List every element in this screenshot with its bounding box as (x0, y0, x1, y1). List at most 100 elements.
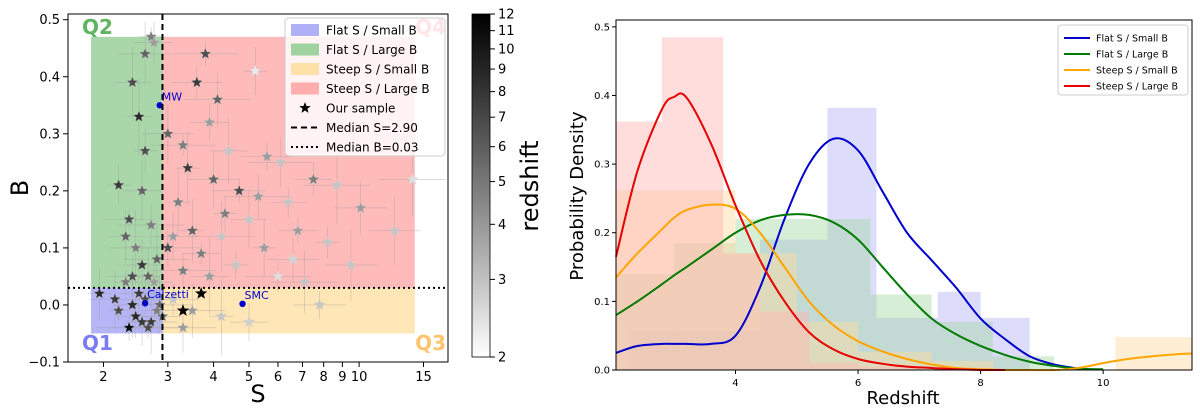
legend-right: Flat S / Small B Flat S / Large B Steep S … (1057, 24, 1189, 96)
y-tick-label: 0.4 (39, 70, 60, 85)
kde-line-flat-s-small-b (615, 137, 1079, 370)
scatter-point (176, 138, 190, 151)
reference-point-smc (239, 300, 246, 308)
colorbar (471, 13, 491, 358)
y-tick-label: 0.1 (39, 241, 60, 256)
scatter-point (298, 275, 311, 288)
scatter-point (145, 218, 158, 231)
histogram-bar (992, 356, 1055, 370)
scatter-point (161, 127, 174, 140)
legend-label: Steep S / Small B (326, 63, 429, 77)
x-tick-label-right: 4 (732, 378, 738, 389)
scatter-point (330, 178, 344, 191)
y-tick-label-right: 0.5 (594, 22, 610, 33)
histogram-bar (616, 273, 675, 370)
scatter-point (258, 241, 271, 254)
scatter-point (181, 161, 194, 174)
scatter-point (119, 275, 132, 288)
reference-label-mw: MW (162, 90, 182, 103)
histogram-bar (809, 363, 859, 370)
scatter-point (132, 110, 146, 122)
reference-curves: MW Calzetti SMC (141, 90, 269, 308)
legend-label-right: Flat S / Small B (1096, 34, 1168, 45)
histogram-bar (796, 219, 871, 370)
y-tick-label: 0.0 (39, 298, 60, 313)
legend-box (284, 17, 446, 157)
reference-point-calzetti (141, 300, 149, 307)
scatter-point (233, 184, 246, 197)
scatter-point (406, 173, 419, 185)
scatter-point (344, 258, 358, 271)
scatter-point (145, 30, 158, 43)
colorbar-tick-label: 10 (498, 42, 515, 57)
y-tick-label-right: 0.0 (594, 366, 610, 377)
x-tick-label-right: 6 (855, 378, 861, 389)
median-lines (68, 14, 448, 362)
scatter-point (166, 292, 180, 305)
legend-star (299, 102, 311, 113)
scatter-point (190, 76, 203, 88)
histogram-bar (735, 219, 797, 370)
scatter-point (229, 258, 242, 271)
histogram-bar (616, 121, 662, 370)
scatter-point (203, 115, 216, 128)
legend-label: Our sample (326, 102, 395, 116)
scatter-point (176, 321, 190, 333)
legend-label-right: Flat S / Large B (1096, 50, 1168, 61)
quadrant-label-q1: Q1 (82, 331, 113, 355)
y-tick-label: 0.2 (39, 184, 60, 199)
scatter-point (129, 241, 142, 254)
histogram-bar (692, 330, 760, 370)
reference-point-mw (156, 102, 163, 109)
scatter-point (354, 201, 367, 214)
scatter-point (186, 224, 199, 236)
scatter-point (112, 178, 125, 191)
legend-label: Flat S / Small B (326, 24, 417, 38)
y-tick-label: 0.3 (39, 127, 60, 142)
x-tick-label: 5 (245, 370, 253, 385)
scatter-point (166, 230, 180, 242)
colorbar-tick-label: 4 (498, 218, 506, 233)
scatter-point (274, 155, 287, 168)
kde-line-flat-s-large-b (615, 213, 1104, 371)
scatter-point (307, 173, 320, 185)
scatter-point (139, 47, 152, 60)
scatter-point (135, 258, 149, 271)
quadrant-label-q2: Q2 (82, 15, 113, 39)
scatter-point (249, 64, 262, 77)
scatter-point (147, 36, 161, 48)
colorbar-tick-label: 9 (498, 63, 506, 78)
scatter-point (129, 309, 142, 322)
colorbar-tick-label: 12 (498, 8, 515, 23)
scatter-point (207, 173, 220, 185)
colorbar-tick-label: 8 (498, 85, 506, 100)
kde-line-steep-s-large-b (615, 92, 1006, 372)
y-axis-label-right: Probability Density (567, 111, 588, 281)
scatter-point (150, 252, 164, 265)
histogram-bar (937, 291, 981, 370)
colorbar-label: redshift (516, 140, 544, 231)
scatter-point (126, 76, 139, 88)
scatter-point (215, 230, 228, 242)
y-tick-label: −0.1 (28, 356, 60, 371)
y-tick-label-right: 0.1 (594, 297, 610, 308)
legend-swatch (291, 63, 319, 75)
scatter-point (215, 309, 228, 322)
our-sample-point (194, 287, 208, 299)
histogram-bar (858, 352, 932, 370)
histogram-bar (723, 253, 760, 370)
scatter-point (142, 270, 155, 282)
scatter-point (218, 207, 232, 219)
y-tick-label-right: 0.3 (594, 160, 610, 171)
x-tick-label: 10 (351, 370, 368, 385)
scatter-points (93, 30, 419, 333)
x-axis-ticks: 2 3 4 5 6 7 8 9 10 15 (99, 362, 432, 385)
colorbar-tick-label: 5 (498, 175, 506, 190)
histogram-bar (931, 361, 993, 370)
x-tick-label: 9 (338, 370, 346, 385)
colorbar-tick-label: 7 (498, 111, 506, 126)
histogram-bar (631, 330, 693, 370)
histogram-bar (674, 243, 736, 370)
